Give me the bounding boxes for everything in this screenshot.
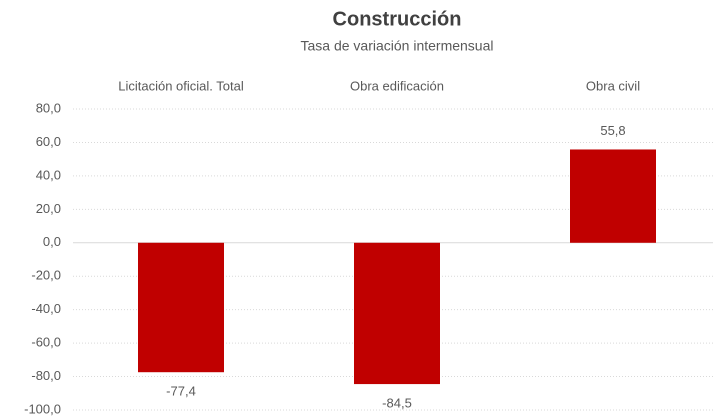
data-label: 55,8 xyxy=(600,123,625,138)
chart-subtitle: Tasa de variación intermensual xyxy=(301,38,494,54)
y-tick-label: -80,0 xyxy=(31,368,61,383)
bar xyxy=(570,149,656,243)
y-tick-label: 40,0 xyxy=(36,167,61,182)
y-tick-label: -40,0 xyxy=(31,301,61,316)
x-tick-label: Obra civil xyxy=(586,78,640,93)
chart-title: Construcción xyxy=(333,8,462,30)
y-tick-label: 20,0 xyxy=(36,201,61,216)
y-tick-label: 60,0 xyxy=(36,134,61,149)
y-tick-label: -20,0 xyxy=(31,268,61,283)
x-tick-label: Licitación oficial. Total xyxy=(118,78,244,93)
bar xyxy=(138,242,224,373)
x-tick-label: Obra edificación xyxy=(350,78,444,93)
y-tick-label: 80,0 xyxy=(36,100,61,115)
y-tick-label: 0,0 xyxy=(43,234,61,249)
data-label: -84,5 xyxy=(382,396,412,411)
bar xyxy=(354,242,440,385)
y-tick-label: -100,0 xyxy=(24,401,61,416)
y-tick-label: -60,0 xyxy=(31,335,61,350)
data-label: -77,4 xyxy=(166,384,196,399)
